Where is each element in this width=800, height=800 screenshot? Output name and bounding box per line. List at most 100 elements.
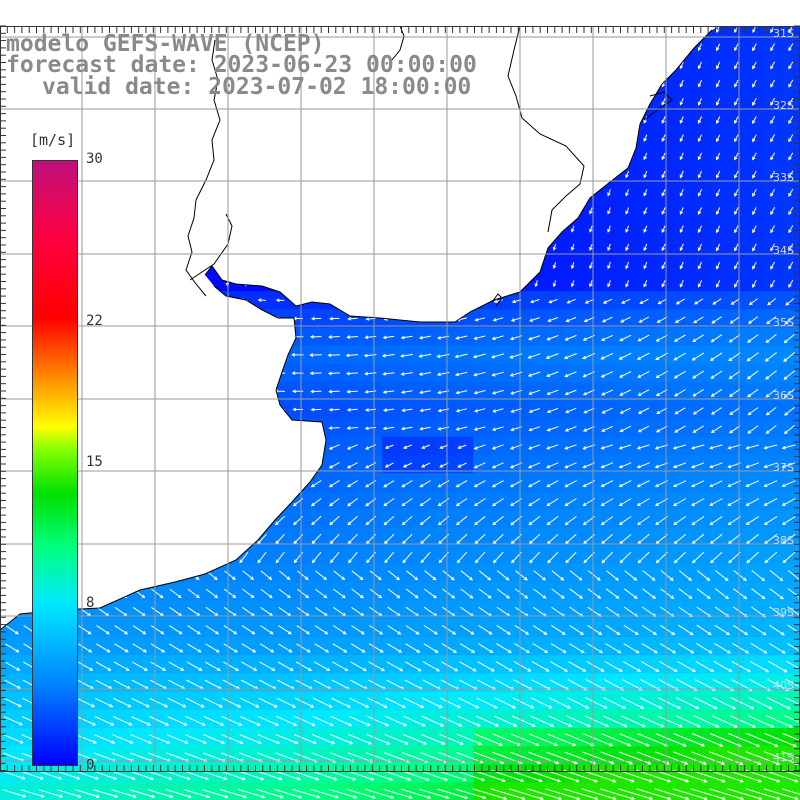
wind-arrow: [475, 317, 486, 321]
wind-arrow-head: [734, 83, 738, 88]
wind-arrow-head: [734, 265, 738, 270]
wind-arrow-head: [788, 102, 792, 106]
wind-arrow: [788, 116, 794, 124]
wind-arrow: [698, 207, 703, 215]
wind-arrow-head: [570, 228, 575, 233]
wind-arrow-head: [729, 320, 734, 324]
wind-arrow-head: [715, 156, 720, 161]
wind-arrow: [607, 225, 611, 233]
wind-arrow-head: [788, 138, 792, 143]
wind-arrow: [698, 79, 703, 87]
wind-arrow-head: [638, 319, 643, 323]
wind-arrow-head: [788, 47, 792, 52]
wind-arrow-head: [552, 265, 557, 270]
wind-arrow-head: [730, 301, 735, 305]
wind-arrow: [698, 225, 703, 233]
wind-arrow: [788, 243, 794, 251]
wind-arrow-head: [625, 174, 629, 179]
wind-arrow-head: [715, 229, 720, 234]
wind-arrow-head: [788, 284, 792, 288]
wind-arrow: [752, 243, 757, 251]
wind-arrow-head: [788, 83, 792, 88]
wind-arrow-head: [679, 210, 684, 215]
wind-speed-cell: [54, 782, 74, 800]
wind-arrow: [657, 316, 668, 323]
wind-arrow: [676, 298, 686, 305]
wind-arrow: [643, 134, 648, 142]
wind-arrow-head: [509, 336, 514, 341]
wind-arrow-head: [734, 120, 738, 125]
wind-arrow: [643, 116, 648, 123]
wind-arrow: [698, 261, 703, 269]
wind-arrow: [679, 188, 684, 196]
wind-arrow-head: [752, 65, 756, 70]
wind-arrow-head: [257, 298, 262, 303]
wind-arrow-head: [715, 138, 720, 143]
wind-arrow: [693, 316, 704, 324]
wind-arrow: [589, 207, 593, 214]
wind-arrow: [716, 97, 721, 106]
wind-arrow-head: [661, 156, 666, 161]
wind-arrow-head: [607, 247, 611, 252]
wind-arrow-head: [734, 65, 738, 70]
wind-arrow-head: [770, 47, 774, 52]
wind-arrow: [348, 317, 358, 320]
wind-arrow: [329, 336, 340, 338]
wind-arrow: [661, 207, 666, 215]
wind-arrow-head: [770, 29, 774, 34]
wind-arrow-head: [474, 317, 479, 322]
wind-arrow-head: [734, 229, 738, 234]
wind-arrow: [607, 189, 611, 196]
wind-arrow: [607, 243, 611, 251]
wind-arrow: [698, 134, 703, 142]
wind-arrow: [698, 116, 703, 124]
wind-arrow: [528, 335, 541, 340]
wind-arrow-head: [607, 192, 611, 197]
wind-arrow-head: [530, 299, 534, 304]
wind-arrow-head: [309, 334, 314, 339]
wind-arrow: [770, 43, 776, 51]
wind-arrow-head: [679, 229, 684, 234]
wind-arrow-head: [752, 265, 756, 270]
wind-arrow: [734, 170, 739, 178]
wind-arrow-head: [529, 318, 534, 322]
wind-arrow: [625, 207, 630, 214]
wind-arrow-head: [770, 211, 774, 216]
wind-arrow-head: [788, 247, 792, 252]
wind-arrow-head: [734, 211, 738, 216]
wind-arrow: [716, 116, 721, 124]
wind-speed-cell: [746, 26, 765, 37]
wind-arrow: [589, 262, 593, 269]
wind-arrow-head: [788, 229, 792, 234]
wind-arrow-head: [697, 265, 702, 270]
wind-arrow: [661, 243, 666, 251]
wind-arrow-head: [715, 247, 720, 252]
wind-arrow-head: [752, 138, 756, 143]
wind-arrow: [752, 79, 757, 88]
wind-arrow-head: [734, 247, 738, 252]
wind-arrow: [734, 134, 739, 142]
wind-arrow: [770, 97, 776, 106]
wind-arrow: [679, 97, 684, 105]
wind-arrow-head: [784, 320, 789, 325]
wind-arrow: [679, 225, 684, 233]
wind-arrow-head: [455, 336, 460, 340]
wind-arrow-head: [697, 192, 702, 197]
wind-arrow: [698, 152, 703, 160]
wind-arrow-head: [607, 210, 611, 215]
wind-arrow: [679, 152, 684, 160]
wind-arrow-head: [752, 120, 756, 125]
wind-arrow-head: [788, 174, 792, 179]
wind-arrow: [603, 298, 613, 304]
wind-arrow: [770, 134, 776, 142]
wind-arrow-head: [564, 337, 569, 341]
wind-arrow-head: [625, 283, 629, 288]
wind-arrow-head: [643, 174, 647, 179]
wind-arrow-head: [418, 335, 423, 340]
wind-arrow: [639, 298, 649, 304]
wind-arrow: [752, 188, 757, 197]
wind-arrow-head: [715, 83, 720, 88]
wind-arrow-head: [589, 210, 593, 215]
wind-arrow: [734, 79, 739, 87]
wind-arrow: [716, 134, 721, 142]
